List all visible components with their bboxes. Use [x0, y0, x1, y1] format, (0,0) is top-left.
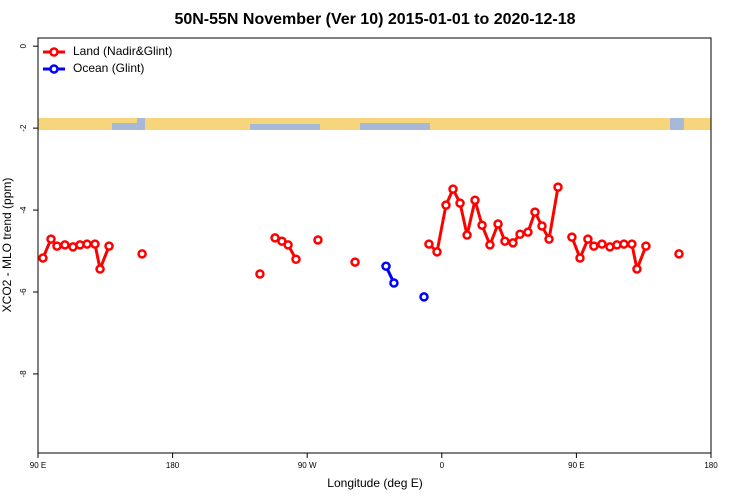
x-tick-label: 90 E — [568, 461, 584, 470]
data-point — [419, 292, 429, 302]
legend-marker — [49, 47, 59, 57]
legend-label: Land (Nadir&Glint) — [73, 44, 172, 58]
data-point — [641, 241, 651, 251]
data-point — [515, 229, 525, 239]
data-point — [90, 239, 100, 249]
y-tick-label: -2 — [19, 124, 28, 132]
y-axis-label: XCO2 - MLO trend (ppm) — [0, 178, 14, 313]
data-point — [137, 249, 147, 259]
data-point — [291, 254, 301, 264]
data-point — [255, 269, 265, 279]
data-point — [381, 261, 391, 271]
y-tick-label: -4 — [19, 206, 28, 214]
y-tick-label: 0 — [19, 43, 28, 48]
data-point — [46, 234, 56, 244]
data-point — [432, 247, 442, 257]
data-point — [38, 253, 48, 263]
data-point — [424, 239, 434, 249]
data-point — [104, 241, 114, 251]
data-point — [389, 278, 399, 288]
map-strip — [38, 118, 711, 130]
x-axis-label: Longitude (deg E) — [327, 476, 422, 490]
data-point — [60, 240, 70, 250]
data-point — [575, 253, 585, 263]
data-point — [597, 239, 607, 249]
x-tick-label: 0 — [440, 461, 445, 470]
data-point — [674, 249, 684, 259]
y-tick-label: -8 — [19, 370, 28, 378]
y-tick-label: -6 — [19, 288, 28, 296]
data-point — [537, 221, 547, 231]
data-point — [441, 200, 451, 210]
data-point — [477, 220, 487, 230]
data-point — [350, 257, 360, 267]
data-point — [523, 227, 533, 237]
data-point — [530, 207, 540, 217]
x-tick-label: 90 E — [30, 461, 46, 470]
data-point — [619, 239, 629, 249]
data-point — [627, 239, 637, 249]
data-point — [508, 238, 518, 248]
data-point — [567, 232, 577, 242]
data-point — [493, 219, 503, 229]
data-point — [455, 198, 465, 208]
plot-frame — [37, 37, 712, 454]
chart-title: 50N-55N November (Ver 10) 2015-01-01 to … — [174, 11, 575, 28]
data-point — [52, 241, 62, 251]
data-point — [632, 264, 642, 274]
legend-label: Ocean (Glint) — [73, 61, 144, 75]
data-point — [462, 230, 472, 240]
x-tick-label: 180 — [166, 461, 180, 470]
data-point — [544, 234, 554, 244]
data-point — [448, 184, 458, 194]
data-point — [553, 182, 563, 192]
data-point — [82, 239, 92, 249]
x-tick-label: 90 W — [298, 461, 317, 470]
data-point — [313, 235, 323, 245]
data-point — [95, 264, 105, 274]
data-point — [500, 236, 510, 246]
data-point — [485, 240, 495, 250]
data-point — [589, 241, 599, 251]
data-point — [470, 195, 480, 205]
legend-marker — [49, 64, 59, 74]
data-point — [583, 234, 593, 244]
data-point — [283, 240, 293, 250]
x-tick-label: 180 — [704, 461, 718, 470]
